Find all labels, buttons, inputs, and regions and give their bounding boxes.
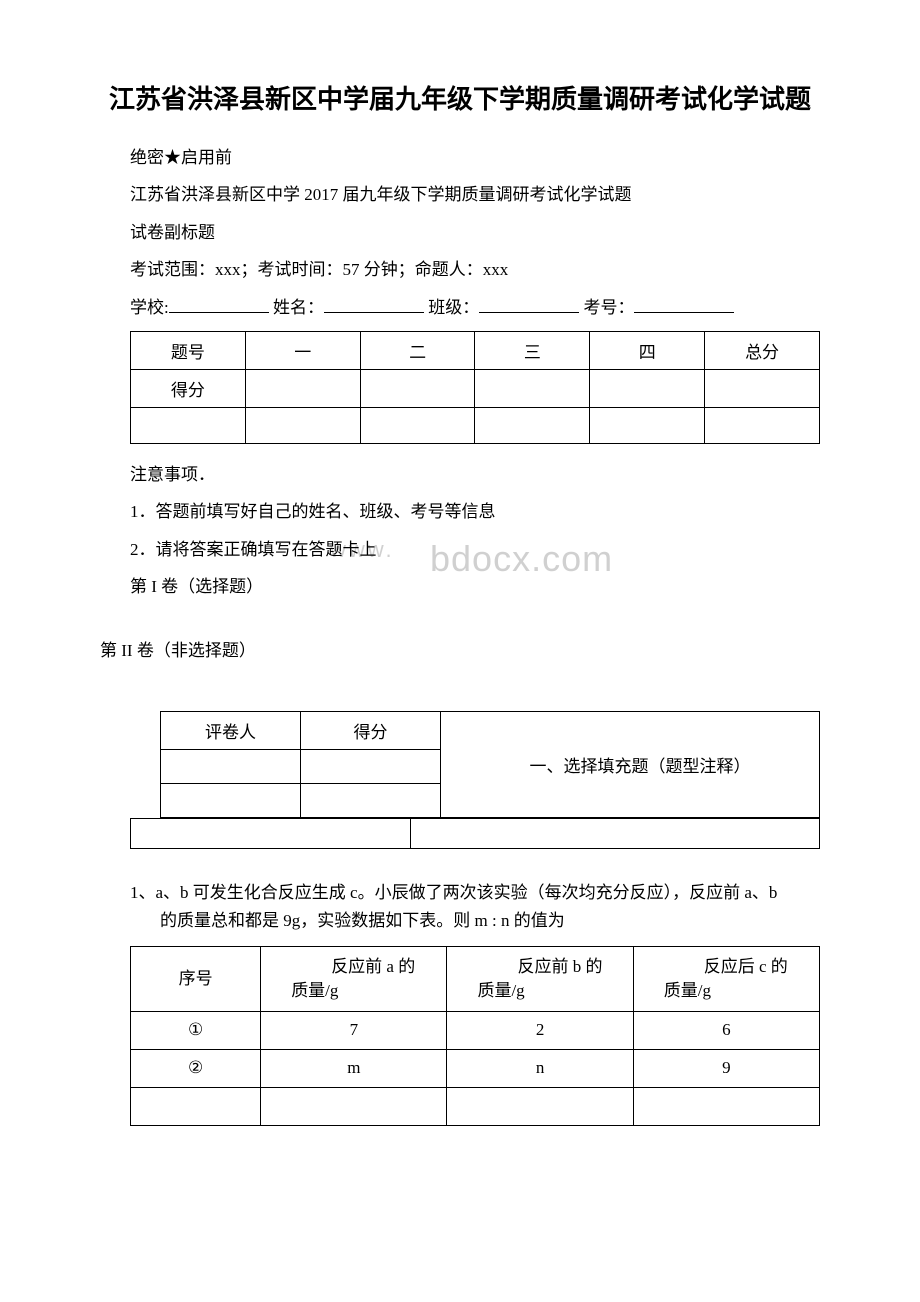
table-row: 评卷人 得分	[161, 711, 441, 749]
grader-label: 评卷人	[161, 711, 301, 749]
section-extra-table	[130, 818, 820, 849]
score-header: 一	[245, 331, 360, 369]
grader-cell	[161, 783, 301, 817]
data-cell: 2	[447, 1011, 633, 1049]
table-header: 反应前 a 的 质量/g	[261, 947, 447, 1012]
table-row: 序号 反应前 a 的 质量/g 反应前 b 的 质量/g 反应后 c 的 质量/…	[131, 947, 820, 1012]
table-row	[161, 749, 441, 783]
table-header: 序号	[131, 947, 261, 1012]
note-2-row: 2．请将答案正确填写在答题卡上 www. bdocx.com	[130, 531, 820, 568]
section-2-label: 第 II 卷（非选择题）	[100, 636, 820, 661]
score-table: 题号 一 二 三 四 总分 得分	[130, 331, 820, 444]
score-cell-2[interactable]	[301, 749, 441, 783]
grader-cell[interactable]	[161, 749, 301, 783]
class-label: 班级：	[428, 298, 479, 317]
table-header: 反应前 b 的 质量/g	[447, 947, 633, 1012]
score-header: 三	[475, 331, 590, 369]
sub-label: 试卷副标题	[130, 214, 820, 251]
section-type-label: 一、选择填充题（题型注释）	[441, 711, 820, 818]
section-1-label: 第 I 卷（选择题）	[130, 568, 820, 605]
data-cell: 9	[633, 1049, 819, 1087]
table-row	[131, 818, 820, 848]
score-cell	[590, 407, 705, 443]
table-row	[161, 783, 441, 817]
score-header: 总分	[705, 331, 820, 369]
name-label: 姓名：	[273, 298, 324, 317]
score-row-label: 得分	[131, 369, 246, 407]
data-cell	[633, 1087, 819, 1125]
score-cell	[705, 407, 820, 443]
section-box-area: 评卷人 得分 一、选择填充题（题型注释）	[100, 711, 820, 849]
score-cell	[131, 407, 246, 443]
examid-label: 考号：	[583, 298, 634, 317]
page-title: 江苏省洪泽县新区中学届九年级下学期质量调研考试化学试题	[100, 80, 820, 119]
grader-table: 评卷人 得分	[160, 711, 441, 818]
class-blank[interactable]	[479, 292, 579, 312]
data-cell: 6	[633, 1011, 819, 1049]
school-label: 学校:	[130, 298, 169, 317]
school-blank[interactable]	[169, 292, 269, 312]
empty-cell	[411, 818, 820, 848]
score-cell[interactable]	[475, 369, 590, 407]
data-cell: m	[261, 1049, 447, 1087]
question-1: 1、a、b 可发生化合反应生成 c。小辰做了两次该实验（每次均充分反应），反应前…	[160, 879, 790, 937]
score-label: 得分	[301, 711, 441, 749]
score-cell	[475, 407, 590, 443]
name-blank[interactable]	[324, 292, 424, 312]
table-row	[131, 1087, 820, 1125]
table-row: 题号 一 二 三 四 总分	[131, 331, 820, 369]
student-info-line: 学校: 姓名： 班级： 考号：	[130, 289, 820, 326]
table-row: 得分	[131, 369, 820, 407]
note-2: 2．请将答案正确填写在答题卡上	[130, 540, 377, 559]
score-header: 题号	[131, 331, 246, 369]
empty-cell	[131, 818, 411, 848]
table-row: ② m n 9	[131, 1049, 820, 1087]
table-row	[131, 407, 820, 443]
subtitle: 江苏省洪泽县新区中学 2017 届九年级下学期质量调研考试化学试题	[130, 176, 820, 213]
examid-blank[interactable]	[634, 292, 734, 312]
data-cell: ①	[131, 1011, 261, 1049]
note-1: 1．答题前填写好自己的姓名、班级、考号等信息	[130, 493, 820, 530]
score-cell	[245, 407, 360, 443]
data-cell: 7	[261, 1011, 447, 1049]
score-header: 二	[360, 331, 475, 369]
score-header: 四	[590, 331, 705, 369]
data-cell	[131, 1087, 261, 1125]
score-cell[interactable]	[590, 369, 705, 407]
score-cell-2	[301, 783, 441, 817]
confidential-label: 绝密★启用前	[130, 139, 820, 176]
data-cell	[447, 1087, 633, 1125]
score-cell[interactable]	[245, 369, 360, 407]
data-cell: n	[447, 1049, 633, 1087]
experiment-data-table: 序号 反应前 a 的 质量/g 反应前 b 的 质量/g 反应后 c 的 质量/…	[130, 946, 820, 1126]
data-cell: ②	[131, 1049, 261, 1087]
score-cell[interactable]	[360, 369, 475, 407]
data-cell	[261, 1087, 447, 1125]
notes-title: 注意事项．	[130, 456, 820, 493]
score-cell	[360, 407, 475, 443]
exam-info: 考试范围：xxx；考试时间：57 分钟；命题人：xxx	[130, 251, 820, 288]
score-cell[interactable]	[705, 369, 820, 407]
table-row: ① 7 2 6	[131, 1011, 820, 1049]
table-header: 反应后 c 的 质量/g	[633, 947, 819, 1012]
